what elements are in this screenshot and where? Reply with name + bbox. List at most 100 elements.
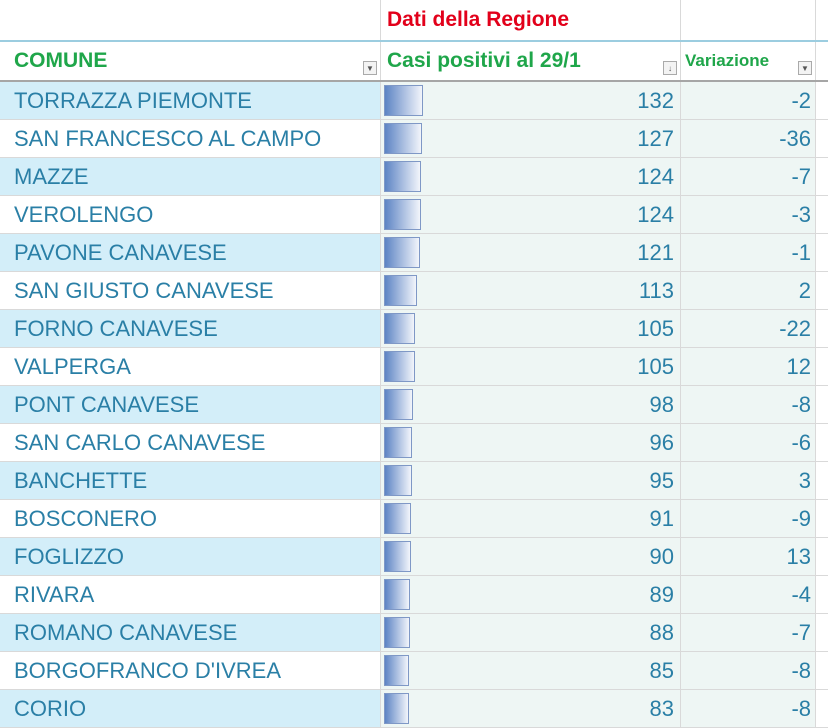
cell[interactable] [815, 500, 828, 537]
casi-value: 98 [649, 391, 674, 417]
variazione-cell[interactable]: -8 [680, 652, 815, 689]
casi-cell[interactable]: 83 [380, 690, 680, 727]
cell[interactable] [815, 196, 828, 233]
group-header-cell[interactable]: Dati della Regione [380, 0, 680, 40]
variazione-cell[interactable]: 12 [680, 348, 815, 385]
comune-cell[interactable]: VEROLENGO [14, 201, 154, 227]
comune-cell[interactable]: FOGLIZZO [0, 538, 380, 575]
casi-cell[interactable]: 98 [380, 386, 680, 423]
casi-value: 124 [637, 163, 674, 189]
column-header-variazione[interactable]: Variazione ▼ [680, 42, 815, 80]
casi-cell[interactable]: 85 [380, 652, 680, 689]
data-bar [384, 351, 416, 382]
comune-cell[interactable]: CORIO [0, 690, 380, 727]
casi-cell[interactable]: 124 [380, 158, 680, 195]
comune-cell[interactable]: RIVARA [14, 581, 95, 607]
table-row: SAN CARLO CANAVESE 96 -6 [0, 424, 828, 462]
casi-cell[interactable]: 132 [380, 82, 680, 119]
variazione-cell[interactable]: -6 [680, 424, 815, 461]
comune-cell[interactable]: BORGOFRANCO D'IVREA [14, 657, 282, 683]
casi-cell[interactable]: 96 [380, 424, 680, 461]
cell[interactable] [815, 652, 828, 689]
comune-cell[interactable]: BANCHETTE [0, 462, 380, 499]
column-label: Variazione [685, 51, 770, 70]
comune-cell[interactable]: VALPERGA [14, 353, 131, 379]
comune-cell[interactable]: ROMANO CANAVESE [0, 614, 380, 651]
cell[interactable] [815, 158, 828, 195]
cell[interactable] [815, 576, 828, 613]
variazione-cell[interactable]: -22 [680, 310, 815, 347]
variazione-cell[interactable]: 3 [680, 462, 815, 499]
comune-cell[interactable]: FORNO CANAVESE [0, 310, 380, 347]
comune-cell[interactable]: MAZZE [0, 158, 380, 195]
cell[interactable] [815, 0, 828, 40]
column-header-casi[interactable]: Casi positivi al 29/1 ↓ [380, 42, 680, 80]
casi-cell[interactable]: 113 [380, 272, 680, 309]
variazione-cell[interactable]: -36 [680, 120, 815, 157]
dropdown-filter-icon[interactable]: ▼ [798, 61, 812, 75]
casi-cell[interactable]: 121 [380, 234, 680, 271]
casi-cell[interactable]: 105 [380, 348, 680, 385]
cell[interactable] [815, 348, 828, 385]
casi-cell[interactable]: 105 [380, 310, 680, 347]
cell[interactable] [815, 42, 828, 80]
comune-cell[interactable]: SAN FRANCESCO AL CAMPO [14, 125, 322, 151]
casi-cell[interactable]: 89 [380, 576, 680, 613]
variazione-cell[interactable]: -8 [680, 690, 815, 727]
cell[interactable] [815, 234, 828, 271]
table-row: BOSCONERO 91 -9 [0, 500, 828, 538]
casi-value: 113 [638, 277, 674, 303]
variazione-cell[interactable]: -7 [680, 158, 815, 195]
comune-cell[interactable]: TORRAZZA PIEMONTE [0, 82, 380, 119]
data-bar [384, 465, 413, 496]
casi-value: 105 [637, 353, 674, 379]
variazione-cell[interactable]: 2 [680, 272, 815, 309]
column-header-comune[interactable]: COMUNE ▼ [0, 42, 380, 80]
casi-cell[interactable]: 90 [380, 538, 680, 575]
casi-cell[interactable]: 127 [380, 120, 680, 157]
variazione-cell[interactable]: -3 [680, 196, 815, 233]
dropdown-filter-icon[interactable]: ▼ [363, 61, 377, 75]
variazione-cell[interactable]: -7 [680, 614, 815, 651]
cell[interactable] [815, 614, 828, 651]
variazione-cell[interactable]: -9 [680, 500, 815, 537]
sort-descending-filter-icon[interactable]: ↓ [663, 61, 677, 75]
variazione-cell[interactable]: -2 [680, 82, 815, 119]
cell[interactable] [815, 462, 828, 499]
data-bar [384, 313, 416, 344]
cell[interactable] [815, 424, 828, 461]
variazione-cell[interactable]: 13 [680, 538, 815, 575]
casi-cell[interactable]: 88 [380, 614, 680, 651]
cell[interactable] [815, 690, 828, 727]
casi-value: 90 [649, 543, 674, 569]
casi-cell[interactable]: 124 [380, 196, 680, 233]
cell[interactable] [815, 386, 828, 423]
variazione-cell[interactable]: -8 [680, 386, 815, 423]
table-row: CORIO 83 -8 [0, 690, 828, 728]
cell[interactable] [815, 120, 828, 157]
table-row: TORRAZZA PIEMONTE 132 -2 [0, 82, 828, 120]
comune-cell[interactable]: SAN CARLO CANAVESE [14, 429, 266, 455]
table-row: VALPERGA 105 12 [0, 348, 828, 386]
data-bar [384, 389, 413, 420]
variazione-cell[interactable]: -1 [680, 234, 815, 271]
casi-cell[interactable]: 95 [380, 462, 680, 499]
casi-value: 121 [637, 239, 674, 265]
comune-cell[interactable]: PAVONE CANAVESE [0, 234, 380, 271]
casi-value: 132 [637, 87, 674, 113]
cell[interactable] [815, 538, 828, 575]
comune-cell[interactable]: SAN GIUSTO CANAVESE [14, 277, 274, 303]
comune-cell[interactable]: BOSCONERO [14, 505, 158, 531]
cell[interactable] [815, 82, 828, 119]
cell[interactable] [0, 0, 380, 40]
table-row: FOGLIZZO 90 13 [0, 538, 828, 576]
casi-value: 96 [649, 429, 674, 455]
table-row: FORNO CANAVESE 105 -22 [0, 310, 828, 348]
casi-cell[interactable]: 91 [380, 500, 680, 537]
comune-cell[interactable]: PONT CANAVESE [0, 386, 380, 423]
cell[interactable] [815, 272, 828, 309]
variazione-cell[interactable]: -4 [680, 576, 815, 613]
cell[interactable] [815, 310, 828, 347]
data-bar [384, 123, 422, 154]
cell[interactable] [680, 0, 815, 40]
